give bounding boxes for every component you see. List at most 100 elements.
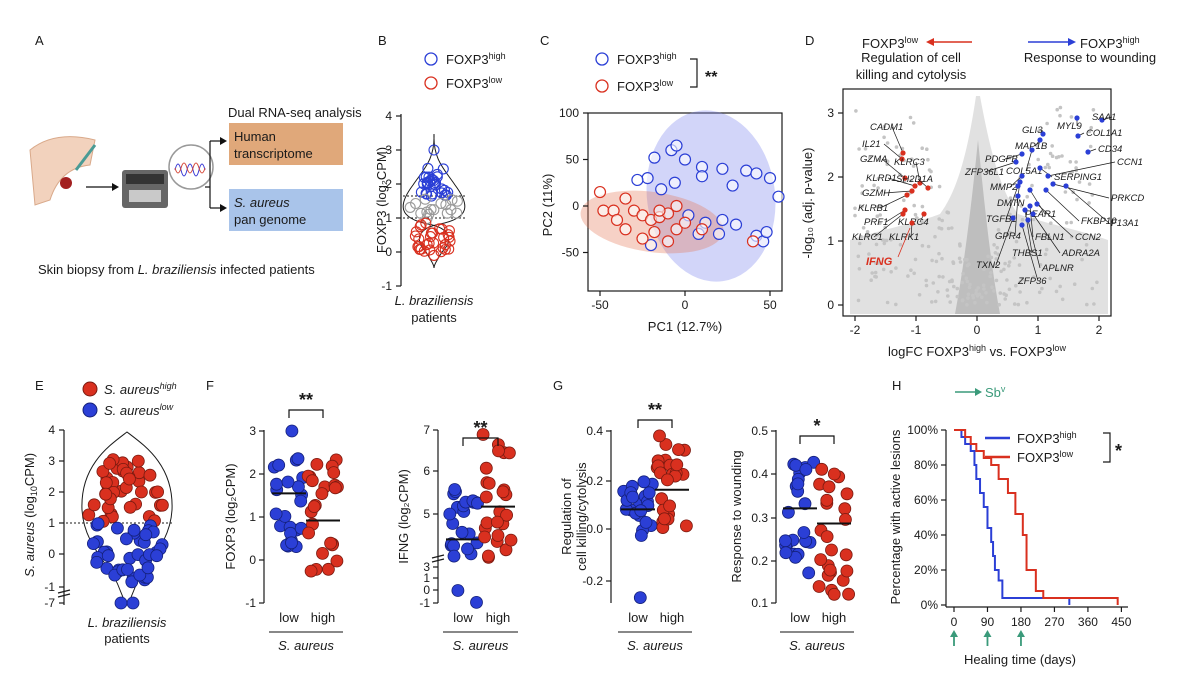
gene-label: SH2D1A — [896, 174, 933, 185]
x-tick-label: -2 — [850, 323, 861, 337]
bg-point — [1090, 286, 1095, 291]
y-tick-label: 0.4 — [586, 424, 603, 438]
data-point — [435, 197, 447, 209]
bg-point — [889, 237, 893, 242]
sb-arrowhead — [1016, 630, 1025, 637]
gene-leader — [1036, 203, 1074, 238]
y-tick-label: -1 — [245, 596, 256, 610]
bg-point — [1040, 286, 1044, 291]
gene-point-high — [1027, 203, 1033, 209]
bg-point — [1069, 220, 1073, 225]
y-tick-label: 0.4 — [751, 467, 768, 481]
data-point-low — [126, 596, 140, 610]
data-point-low — [272, 458, 286, 472]
gene-point-high — [1029, 147, 1035, 153]
bg-point — [860, 204, 864, 209]
bg-point — [1048, 276, 1052, 281]
bg-point — [1002, 267, 1006, 272]
data-point-high — [814, 553, 828, 566]
group-label: high — [486, 610, 511, 625]
data-point-low — [127, 523, 141, 537]
data-point-high — [87, 498, 101, 512]
y-tick-label: 1 — [385, 211, 392, 225]
x-tick-label: 180 — [1011, 615, 1031, 629]
data-point-low — [447, 549, 461, 563]
gene-point-high — [1034, 201, 1040, 207]
sig-stars: ** — [648, 400, 662, 420]
bg-point — [1060, 154, 1064, 158]
bg-point — [876, 186, 880, 190]
bg-point — [1020, 277, 1025, 282]
gene-label: KLRK1 — [889, 232, 919, 243]
bg-point — [881, 267, 886, 272]
bg-point — [974, 291, 978, 296]
gene-point-high — [1045, 173, 1051, 179]
y-tick-label: 6 — [423, 464, 430, 478]
data-point — [421, 212, 433, 225]
bg-point — [912, 203, 916, 208]
y-axis-label: -log₁₀ (adj. p-value) — [800, 148, 815, 259]
data-point-high — [482, 476, 496, 490]
gene-label: TXN2 — [976, 260, 1001, 271]
bg-point — [1089, 125, 1093, 130]
volcano-ticks: -2 -1 0 1 2 0 1 2 3 — [827, 106, 1102, 337]
legend-label-high: FOXP3high — [446, 51, 506, 67]
data-point-high — [123, 500, 137, 514]
gene-point-high — [1099, 117, 1105, 123]
ifng-label: IFNG — [866, 256, 893, 268]
data-point-low — [633, 591, 647, 604]
bg-point — [986, 254, 990, 259]
gene-label: FKBP10 — [1081, 216, 1117, 227]
bg-point — [885, 141, 890, 145]
bg-point — [993, 251, 998, 255]
gene-leader — [1065, 185, 1110, 224]
gene-point-low — [909, 188, 915, 194]
data-point-high — [820, 530, 834, 543]
data-point-high — [330, 554, 344, 568]
data-point-high — [143, 468, 157, 482]
bg-point — [982, 267, 986, 272]
data-point-low — [114, 596, 128, 610]
gene-point-low — [902, 175, 908, 181]
bg-point — [961, 271, 965, 276]
gene-point-low — [912, 183, 918, 189]
bg-point — [874, 261, 878, 266]
bg-point — [945, 210, 949, 214]
bg-point — [992, 289, 996, 293]
data-point-high — [307, 500, 321, 514]
bg-point — [966, 292, 971, 297]
bg-point — [1007, 287, 1012, 292]
y-tick-label: 4 — [385, 109, 392, 123]
gene-point-high — [1043, 187, 1049, 193]
panel-a: A Dual RNA-seq analysis Human transcript… — [29, 33, 362, 277]
svg-text:killing and cytolysis: killing and cytolysis — [856, 67, 967, 82]
bg-point — [1058, 284, 1062, 289]
panel-d: D FOXP3low FOXP3high Regulation of cell … — [800, 33, 1156, 359]
bg-point — [1095, 280, 1099, 285]
bg-point — [882, 135, 886, 140]
bg-point — [1025, 194, 1029, 199]
data-point-high — [134, 485, 148, 499]
bg-point — [1091, 108, 1096, 112]
bg-point — [1072, 282, 1077, 287]
bg-point — [920, 146, 924, 150]
bg-point — [1032, 275, 1036, 279]
y-ticks: -1 0 1 2 3 4 — [381, 109, 401, 293]
bg-point — [1008, 196, 1013, 200]
pca-point-high — [644, 238, 658, 252]
y-tick-label: 2 — [385, 177, 392, 191]
bg-point — [908, 115, 913, 120]
data-point-high — [653, 429, 666, 443]
bg-point — [984, 291, 988, 295]
bg-point — [982, 287, 986, 291]
bg-point — [933, 234, 937, 239]
pca-point-high — [716, 213, 729, 227]
gene-label: PEAR1 — [1025, 209, 1056, 220]
bg-point — [875, 205, 880, 209]
data-point-high — [838, 502, 852, 516]
bg-point — [937, 217, 941, 221]
bg-point — [1030, 183, 1034, 188]
km-ticks: 0 90 180 270 360 450 0% 20% 40% 60% 80% 100% — [907, 423, 1131, 629]
bg-point — [994, 257, 999, 261]
